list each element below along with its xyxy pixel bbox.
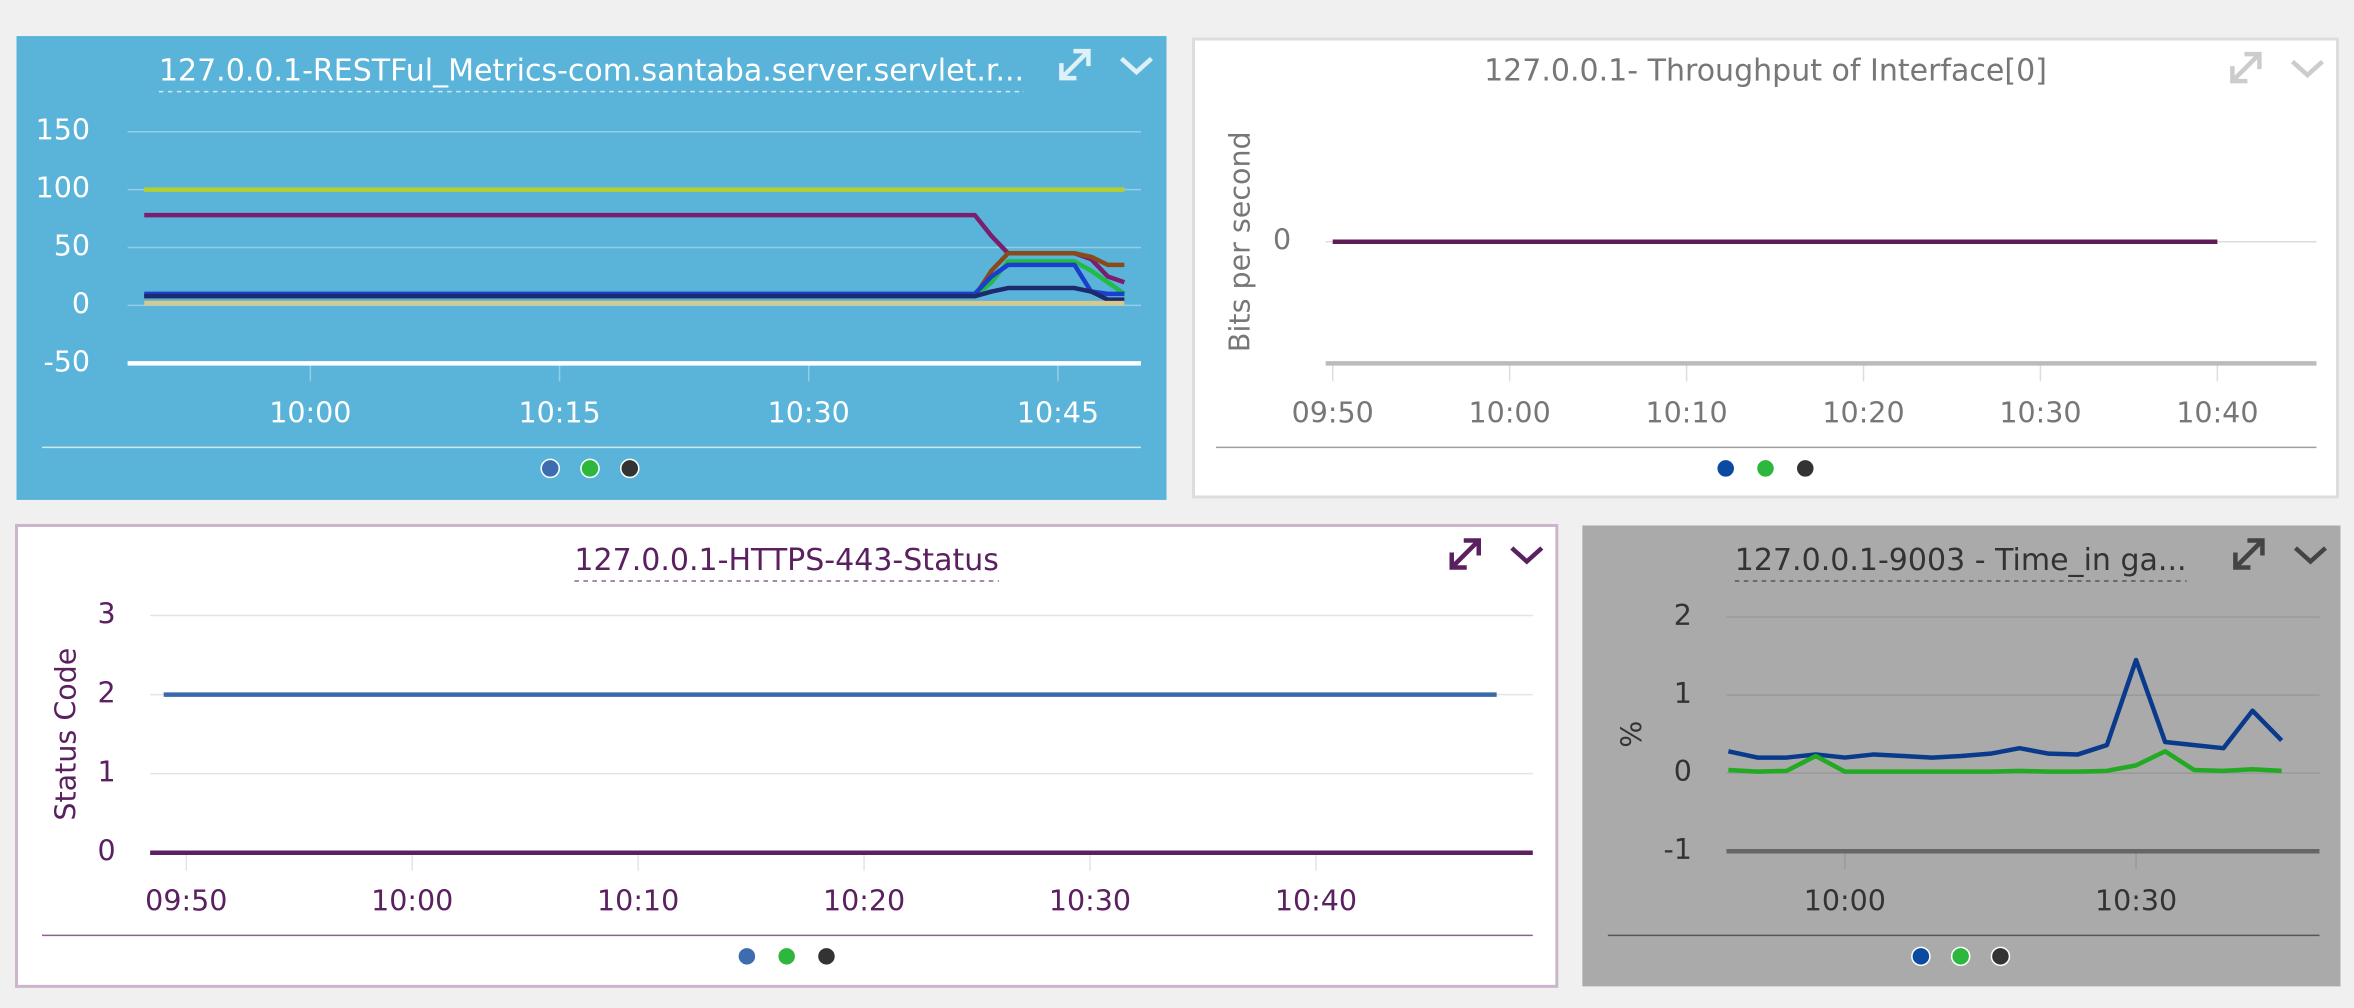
legend-dot[interactable]	[1715, 458, 1736, 479]
y-tick-label: -1	[1664, 833, 1692, 866]
panel	[1192, 37, 2339, 499]
x-tick-label: 10:45	[1017, 396, 1099, 429]
legend-dot[interactable]	[540, 458, 560, 479]
chart-title: 127.0.0.1-RESTFul_Metrics-com.santaba.se…	[159, 54, 1024, 89]
y-axis-label: Bits per second	[1224, 131, 1257, 352]
expand-icon[interactable]	[2230, 51, 2262, 84]
x-tick-label: 10:30	[2095, 884, 2177, 917]
y-tick-label: 0	[1674, 755, 1692, 788]
y-axis-label: Status Code	[50, 648, 83, 821]
legend-dot[interactable]	[580, 458, 600, 479]
y-tick-label: 0	[1273, 224, 1291, 257]
expand-icon[interactable]	[2233, 538, 2265, 570]
x-tick-label: 10:00	[269, 396, 351, 429]
legend-dot[interactable]	[737, 946, 757, 967]
y-tick-label: 3	[97, 598, 115, 631]
y-tick-label: 0	[97, 835, 115, 868]
x-tick-label: 10:10	[1645, 396, 1727, 429]
x-tick-label: 10:40	[2176, 396, 2258, 429]
legend-dot[interactable]	[1950, 946, 1971, 967]
x-tick-label: 10:30	[1049, 884, 1131, 917]
collapse-icon[interactable]	[2293, 546, 2327, 565]
y-tick-label: 100	[36, 172, 90, 205]
legend-dot[interactable]	[1990, 946, 2011, 967]
y-tick-label: 1	[97, 756, 115, 789]
x-tick-label: 10:40	[1275, 884, 1357, 917]
y-tick-label: 2	[97, 677, 115, 710]
x-tick-label: 10:00	[371, 884, 453, 917]
chart-title: 127.0.0.1-9003 - Time_in ga...	[1735, 543, 2187, 578]
expand-icon[interactable]	[1059, 48, 1091, 81]
y-tick-label: 2	[1674, 599, 1692, 632]
x-tick-label: 10:20	[1822, 396, 1904, 429]
legend-dot[interactable]	[1755, 458, 1776, 479]
y-tick-label: 1	[1674, 677, 1692, 710]
x-tick-label: 10:00	[1469, 396, 1551, 429]
legend-dot[interactable]	[1911, 946, 1931, 967]
x-tick-label: 10:30	[768, 396, 850, 429]
collapse-icon[interactable]	[2290, 59, 2324, 79]
series-line	[1728, 749, 2282, 774]
collapse-icon[interactable]	[1510, 546, 1544, 565]
x-tick-label: 10:00	[1804, 884, 1886, 917]
chart-title: 127.0.0.1- Throughput of Interface[0]	[1484, 54, 2047, 89]
series-line	[1727, 657, 2284, 760]
panel	[16, 36, 1167, 500]
x-tick-label: 09:50	[1292, 396, 1374, 429]
x-tick-label: 10:30	[1999, 396, 2081, 429]
legend-dot[interactable]	[1795, 458, 1816, 479]
chart-title: 127.0.0.1-HTTPS-443-Status	[574, 543, 999, 578]
series-line	[144, 285, 1125, 302]
legend-dot[interactable]	[776, 946, 797, 967]
legend-dot[interactable]	[816, 946, 837, 967]
panel	[15, 523, 1559, 988]
series-line	[144, 262, 1125, 297]
y-axis-label: %	[1615, 721, 1648, 748]
y-tick-label: 50	[54, 230, 90, 263]
collapse-icon[interactable]	[1119, 56, 1153, 76]
x-tick-label: 10:10	[597, 884, 679, 917]
x-tick-label: 09:50	[145, 884, 227, 917]
y-tick-label: 150	[36, 114, 90, 147]
y-tick-label: -50	[43, 345, 90, 378]
x-tick-label: 10:15	[518, 396, 600, 429]
legend-dot[interactable]	[620, 458, 640, 479]
x-tick-label: 10:20	[823, 884, 905, 917]
expand-icon[interactable]	[1449, 538, 1482, 570]
y-tick-label: 0	[72, 287, 90, 320]
